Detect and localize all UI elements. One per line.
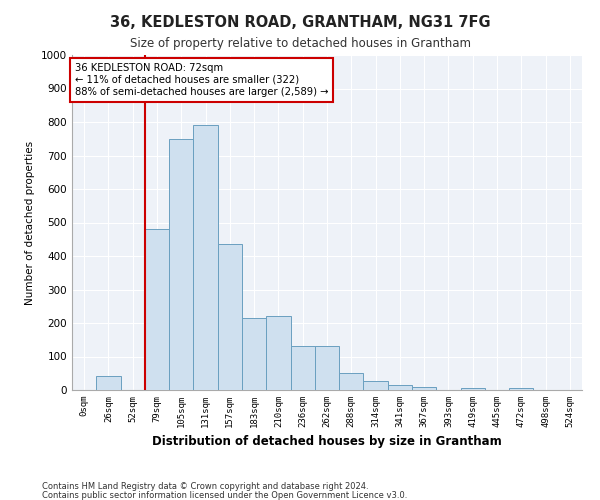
Bar <box>339 373 364 390</box>
Bar <box>509 388 533 390</box>
Bar <box>266 316 290 390</box>
Bar <box>290 346 315 390</box>
Bar <box>169 138 193 390</box>
Text: Size of property relative to detached houses in Grantham: Size of property relative to detached ho… <box>130 38 470 51</box>
Bar <box>315 346 339 390</box>
Text: Contains HM Land Registry data © Crown copyright and database right 2024.: Contains HM Land Registry data © Crown c… <box>42 482 368 491</box>
Bar <box>388 385 412 390</box>
Bar <box>242 318 266 390</box>
Bar <box>364 381 388 390</box>
Bar <box>412 386 436 390</box>
Bar <box>193 126 218 390</box>
Text: Contains public sector information licensed under the Open Government Licence v3: Contains public sector information licen… <box>42 491 407 500</box>
Bar <box>96 376 121 390</box>
Text: 36 KEDLESTON ROAD: 72sqm
← 11% of detached houses are smaller (322)
88% of semi-: 36 KEDLESTON ROAD: 72sqm ← 11% of detach… <box>74 64 328 96</box>
Y-axis label: Number of detached properties: Number of detached properties <box>25 140 35 304</box>
Bar <box>218 244 242 390</box>
Text: 36, KEDLESTON ROAD, GRANTHAM, NG31 7FG: 36, KEDLESTON ROAD, GRANTHAM, NG31 7FG <box>110 15 490 30</box>
Bar <box>145 229 169 390</box>
Bar <box>461 388 485 390</box>
X-axis label: Distribution of detached houses by size in Grantham: Distribution of detached houses by size … <box>152 436 502 448</box>
